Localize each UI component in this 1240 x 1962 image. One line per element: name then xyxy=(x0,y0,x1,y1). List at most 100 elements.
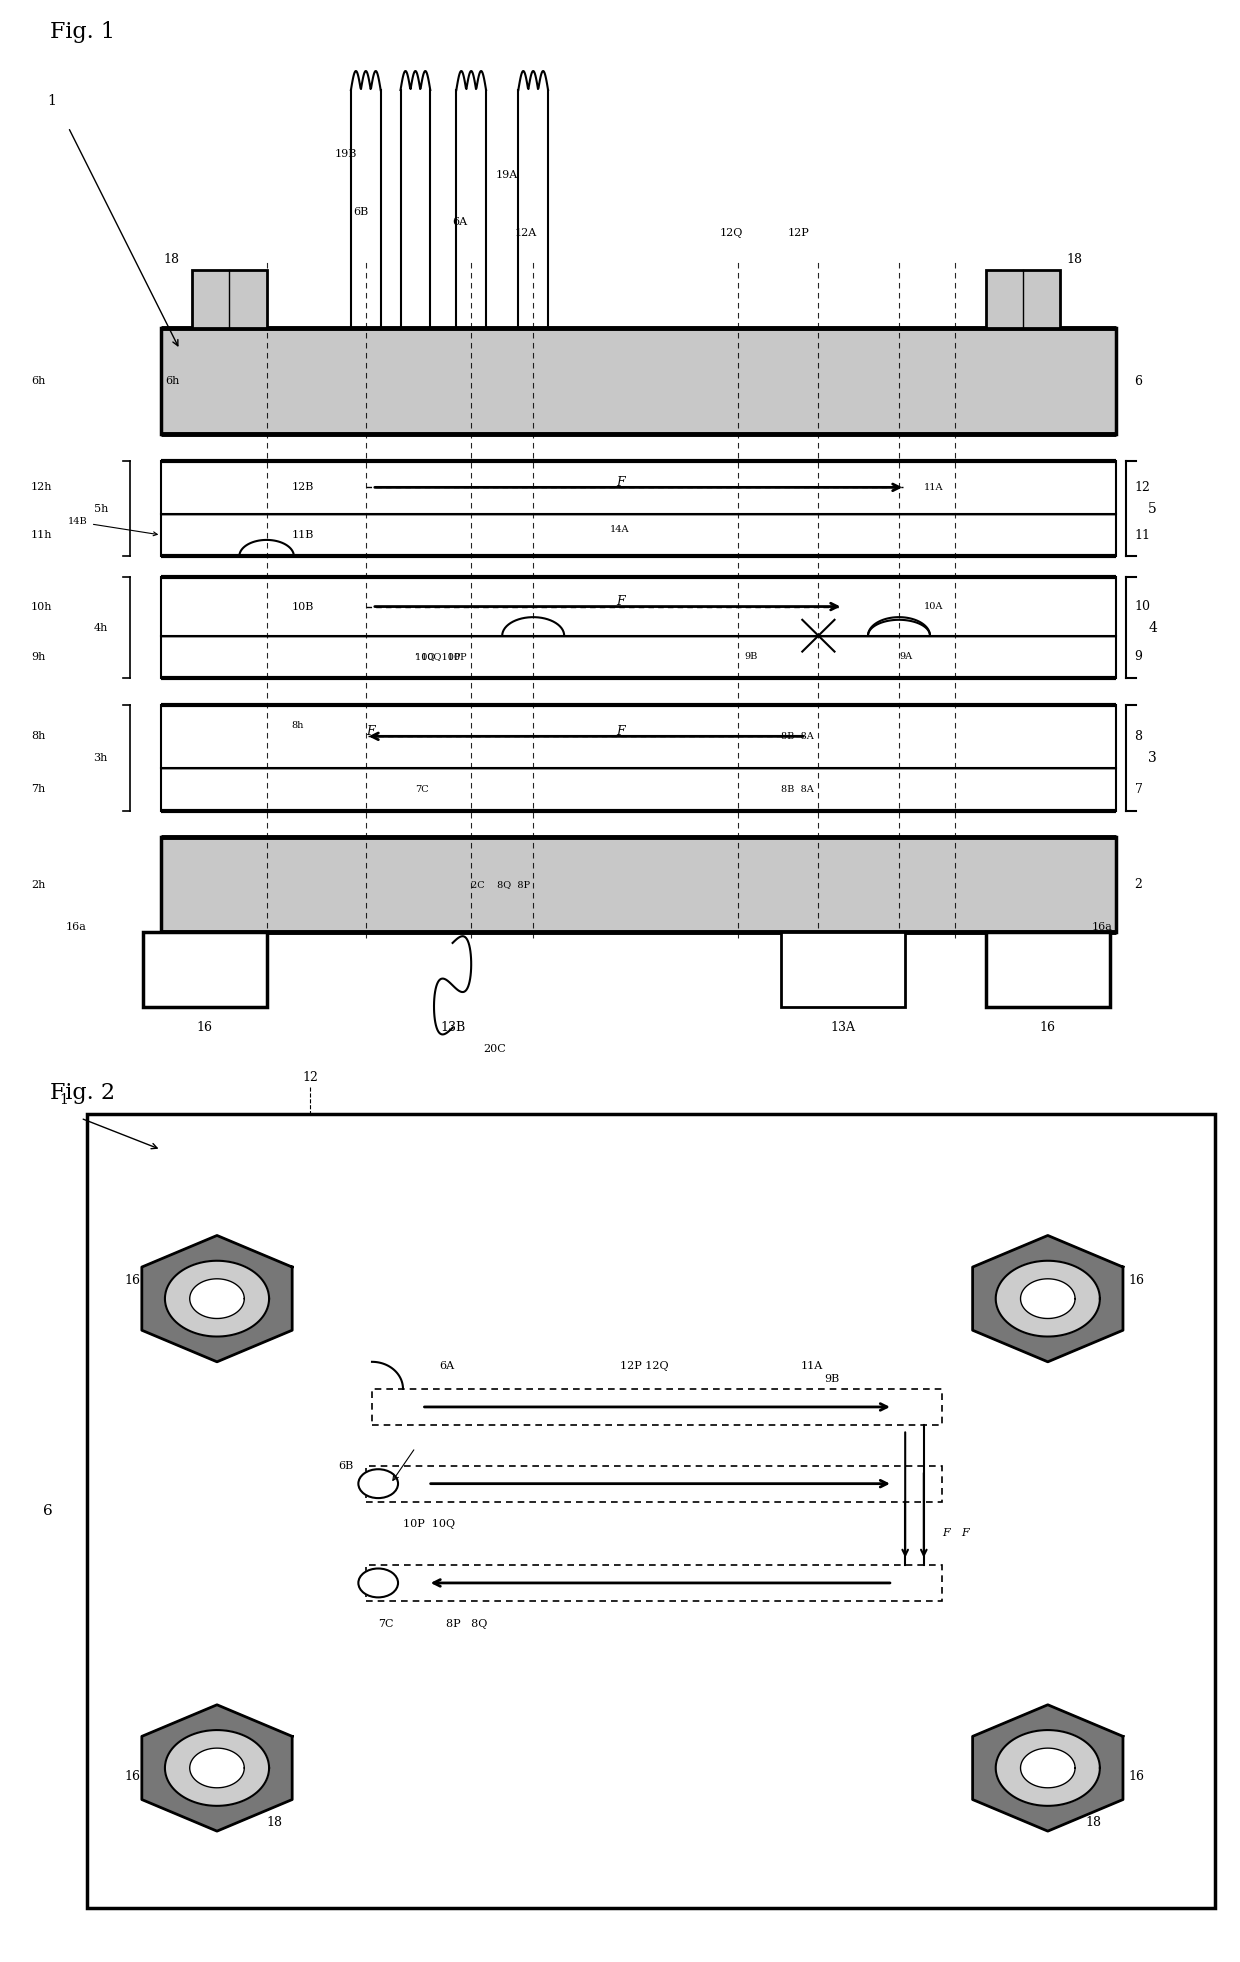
Text: 11A: 11A xyxy=(924,483,944,492)
Text: Fig. 1: Fig. 1 xyxy=(50,22,114,43)
Bar xyxy=(161,767,1116,810)
Text: 9: 9 xyxy=(1135,649,1142,663)
Text: 7h: 7h xyxy=(31,785,45,795)
Text: 2: 2 xyxy=(1135,879,1142,891)
Bar xyxy=(366,1466,942,1501)
Text: 7C: 7C xyxy=(415,785,429,795)
Text: 5h: 5h xyxy=(93,504,108,514)
Bar xyxy=(161,704,1116,767)
Text: 20C: 20C xyxy=(484,1044,506,1054)
Text: 16: 16 xyxy=(1128,1273,1145,1287)
Polygon shape xyxy=(141,1236,293,1362)
Text: 11: 11 xyxy=(1135,528,1151,542)
Text: 4: 4 xyxy=(1148,620,1157,636)
Text: 6B: 6B xyxy=(353,206,368,218)
Text: 16: 16 xyxy=(124,1273,140,1287)
Text: 14B: 14B xyxy=(68,518,157,536)
Text: 6B: 6B xyxy=(339,1460,353,1472)
Bar xyxy=(366,1566,942,1601)
Text: 7: 7 xyxy=(1135,783,1142,797)
Text: 16a: 16a xyxy=(1091,922,1112,932)
Text: 9B: 9B xyxy=(744,653,758,661)
Polygon shape xyxy=(972,1705,1123,1831)
Text: 1: 1 xyxy=(47,94,56,108)
Text: 18: 18 xyxy=(1104,1311,1120,1322)
Text: 8P   8Q: 8P 8Q xyxy=(446,1619,487,1628)
Text: 4h: 4h xyxy=(93,622,108,632)
Text: 13B: 13B xyxy=(440,1020,465,1034)
Text: 19A: 19A xyxy=(496,171,518,181)
Text: 9B: 9B xyxy=(825,1375,839,1385)
Text: 12P 12Q: 12P 12Q xyxy=(620,1362,670,1371)
Text: 16: 16 xyxy=(197,1020,212,1034)
Text: 16: 16 xyxy=(1128,1770,1145,1783)
Text: 18: 18 xyxy=(267,1815,283,1829)
Text: F: F xyxy=(616,1475,624,1485)
Text: 12: 12 xyxy=(303,1071,317,1085)
Text: 12A: 12A xyxy=(515,228,537,237)
Text: F: F xyxy=(961,1528,968,1538)
Text: 6: 6 xyxy=(43,1503,53,1519)
Text: 10Q  10P: 10Q 10P xyxy=(415,653,461,661)
Text: 2C    8Q  8P: 2C 8Q 8P xyxy=(471,881,531,889)
Text: 11A: 11A xyxy=(801,1362,823,1371)
Text: ’ 10Q  10P: ’ 10Q 10P xyxy=(415,653,467,661)
Text: 18: 18 xyxy=(1085,1815,1101,1829)
Text: F: F xyxy=(942,1528,950,1538)
Polygon shape xyxy=(972,1236,1123,1362)
Bar xyxy=(143,932,267,1007)
Polygon shape xyxy=(141,1705,293,1831)
Text: 12P: 12P xyxy=(787,228,810,237)
Polygon shape xyxy=(190,1748,244,1787)
Text: 16: 16 xyxy=(1040,1020,1055,1034)
Bar xyxy=(161,577,1116,636)
Text: 6h: 6h xyxy=(165,377,180,387)
Text: 12: 12 xyxy=(1135,481,1151,494)
Text: 7C: 7C xyxy=(378,1619,394,1628)
Text: 5: 5 xyxy=(1148,502,1157,516)
Text: 6A: 6A xyxy=(439,1362,454,1371)
Text: 10B: 10B xyxy=(291,602,314,612)
Text: 18: 18 xyxy=(267,1318,283,1332)
Bar xyxy=(192,271,267,328)
Bar xyxy=(161,514,1116,555)
Text: 9h: 9h xyxy=(31,651,46,661)
Text: 11B: 11B xyxy=(291,530,314,540)
Text: 10h: 10h xyxy=(31,602,52,612)
Text: 19B: 19B xyxy=(335,149,357,159)
Text: 12h: 12h xyxy=(31,483,52,492)
Polygon shape xyxy=(1021,1279,1075,1318)
Text: 12Q: 12Q xyxy=(719,228,743,237)
Text: Fig. 2: Fig. 2 xyxy=(50,1081,114,1105)
Polygon shape xyxy=(1021,1748,1075,1787)
Text: 8h: 8h xyxy=(31,732,46,742)
Bar xyxy=(986,932,1110,1007)
Text: 2h: 2h xyxy=(31,879,46,889)
Text: F: F xyxy=(616,724,624,738)
Text: 16: 16 xyxy=(124,1770,140,1783)
Bar xyxy=(161,838,1116,932)
Text: F: F xyxy=(616,1399,624,1409)
Text: 8B  8A: 8B 8A xyxy=(781,785,813,795)
Bar xyxy=(161,636,1116,679)
Text: 3: 3 xyxy=(1148,751,1157,765)
Text: 1: 1 xyxy=(60,1093,68,1107)
Text: 12B: 12B xyxy=(291,483,314,492)
Bar xyxy=(161,461,1116,514)
Text: 14A: 14A xyxy=(610,526,630,534)
Text: 10: 10 xyxy=(1135,600,1151,612)
Circle shape xyxy=(358,1568,398,1597)
Polygon shape xyxy=(996,1262,1100,1336)
Text: 3h: 3h xyxy=(93,753,108,763)
Bar xyxy=(87,1114,1215,1907)
Text: 9A: 9A xyxy=(899,653,913,661)
Text: 18: 18 xyxy=(1066,253,1083,267)
Bar xyxy=(781,932,905,1007)
Text: 8h: 8h xyxy=(291,722,304,730)
Bar xyxy=(372,1389,942,1424)
Text: F: F xyxy=(616,1574,624,1585)
Circle shape xyxy=(358,1470,398,1499)
Polygon shape xyxy=(165,1730,269,1805)
Text: 8B  8A: 8B 8A xyxy=(781,732,813,742)
Text: F: F xyxy=(616,475,624,489)
